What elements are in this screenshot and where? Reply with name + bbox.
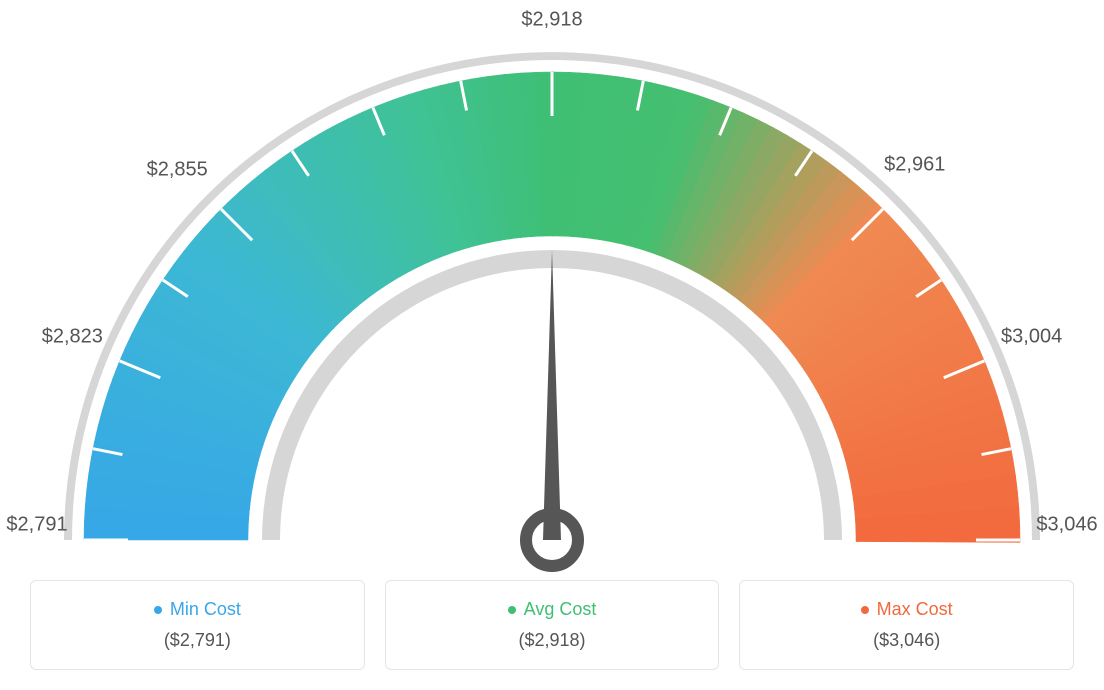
gauge-tick-label: $3,004 <box>1001 326 1062 349</box>
cost-gauge-widget: $2,791 $2,823 $2,855 $2,918 $2,961 $3,004 $3,0… <box>0 0 1104 690</box>
gauge-chart: $2,791 $2,823 $2,855 $2,918 $2,961 $3,004 $3,0… <box>0 0 1104 580</box>
legend-row: Min Cost ($2,791) Avg Cost ($2,918) Max … <box>30 580 1074 670</box>
legend-dot-min <box>154 606 162 614</box>
legend-dot-max <box>861 606 869 614</box>
gauge-tick-label: $2,961 <box>884 154 945 177</box>
legend-label-min: Min Cost <box>154 599 241 620</box>
legend-value-min: ($2,791) <box>43 630 352 651</box>
legend-card-max: Max Cost ($3,046) <box>739 580 1074 670</box>
legend-label-max: Max Cost <box>861 599 953 620</box>
legend-label-avg: Avg Cost <box>508 599 597 620</box>
gauge-tick-label: $3,046 <box>1036 514 1097 537</box>
legend-card-min: Min Cost ($2,791) <box>30 580 365 670</box>
gauge-tick-label: $2,791 <box>6 514 67 537</box>
gauge-tick-label: $2,855 <box>147 159 208 182</box>
legend-text-avg: Avg Cost <box>524 599 597 620</box>
legend-text-max: Max Cost <box>877 599 953 620</box>
gauge-svg <box>0 0 1104 580</box>
gauge-tick-label: $2,918 <box>521 9 582 32</box>
legend-value-max: ($3,046) <box>752 630 1061 651</box>
legend-card-avg: Avg Cost ($2,918) <box>385 580 720 670</box>
legend-text-min: Min Cost <box>170 599 241 620</box>
gauge-tick-label: $2,823 <box>42 326 103 349</box>
legend-value-avg: ($2,918) <box>398 630 707 651</box>
legend-dot-avg <box>508 606 516 614</box>
